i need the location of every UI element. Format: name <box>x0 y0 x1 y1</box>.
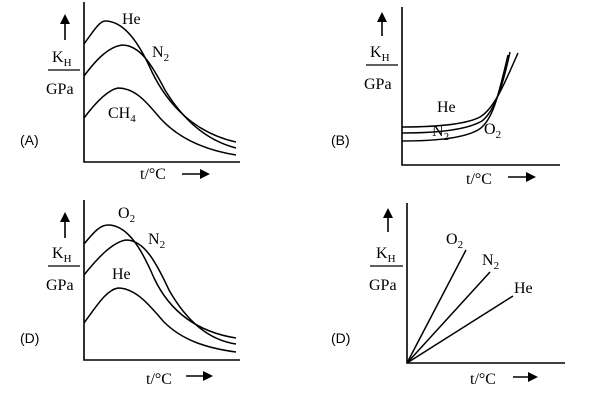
line-he-d <box>406 295 514 364</box>
xlabel-b: t/°C <box>466 171 492 188</box>
ylabel-bottom-d: GPa <box>369 277 397 294</box>
y-axis-label-a: KH GPa <box>46 14 80 98</box>
xlabel-a: t/°C <box>140 166 166 183</box>
curve-n2-c <box>83 239 237 345</box>
curve-label-o2-d: O2 <box>446 231 463 251</box>
curve-label-ch4-a: CH4 <box>108 105 136 125</box>
ylabel-bottom-b: GPa <box>364 76 392 93</box>
up-arrow-head-icon <box>377 12 387 22</box>
curve-he-a <box>83 20 237 143</box>
curve-label-he-a: He <box>122 11 141 28</box>
ylabel-top-d: KH <box>376 245 396 265</box>
xlabel-c: t/°C <box>146 371 172 388</box>
curve-he-c <box>83 287 237 353</box>
axes-b <box>401 7 560 166</box>
curve-o2-b <box>401 54 509 142</box>
curve-he-b <box>401 52 519 128</box>
option-label-a: (A) <box>20 132 39 148</box>
curve-label-he-c: He <box>112 266 131 283</box>
curve-label-o2-b: O2 <box>484 121 501 141</box>
up-arrow-head-icon <box>60 14 70 24</box>
curve-label-he-b: He <box>437 99 456 116</box>
curve-n2-a <box>83 44 237 149</box>
curve-label-n2-a: N2 <box>152 44 169 64</box>
panel-a: (A) KH GPa He N2 CH4 t/°C <box>20 2 240 183</box>
right-arrow-head-icon <box>203 371 213 381</box>
axes-a <box>83 2 240 163</box>
panel-b: (B) KH GPa He N2 O2 t/°C <box>331 7 560 188</box>
curve-label-o2-c: O2 <box>118 205 135 225</box>
curve-ch4-a <box>83 87 237 156</box>
axes-c <box>83 200 240 361</box>
right-arrow-head-icon <box>526 172 536 182</box>
curve-label-n2-c: N2 <box>148 231 165 251</box>
right-arrow-head-icon <box>528 372 538 382</box>
y-axis-label-b: KH GPa <box>364 12 398 93</box>
line-n2-d <box>406 271 491 364</box>
curve-n2-b <box>401 51 511 134</box>
ylabel-top-c: KH <box>52 245 72 265</box>
curve-label-n2-b: N2 <box>432 123 449 143</box>
xlabel-d: t/°C <box>470 371 496 388</box>
line-o2-d <box>406 249 467 364</box>
curve-label-he-d: He <box>514 280 533 297</box>
option-label-c: (D) <box>20 330 39 346</box>
ylabel-top-a: KH <box>52 49 72 69</box>
axes-d <box>406 203 565 364</box>
up-arrow-head-icon <box>60 212 70 222</box>
option-label-b: (B) <box>331 132 350 148</box>
right-arrow-head-icon <box>200 169 210 179</box>
up-arrow-head-icon <box>383 208 393 218</box>
ylabel-top-b: KH <box>370 44 390 64</box>
ylabel-bottom-c: GPa <box>46 277 74 294</box>
panel-d: (D) KH GPa O2 N2 He t/°C <box>331 203 565 388</box>
ylabel-bottom-a: GPa <box>46 81 74 98</box>
panel-c: (D) KH GPa O2 N2 He t/°C <box>20 200 240 388</box>
y-axis-label-d: KH GPa <box>369 208 403 294</box>
option-label-d: (D) <box>331 330 350 346</box>
curve-label-n2-d: N2 <box>482 252 499 272</box>
y-axis-label-c: KH GPa <box>46 212 80 294</box>
